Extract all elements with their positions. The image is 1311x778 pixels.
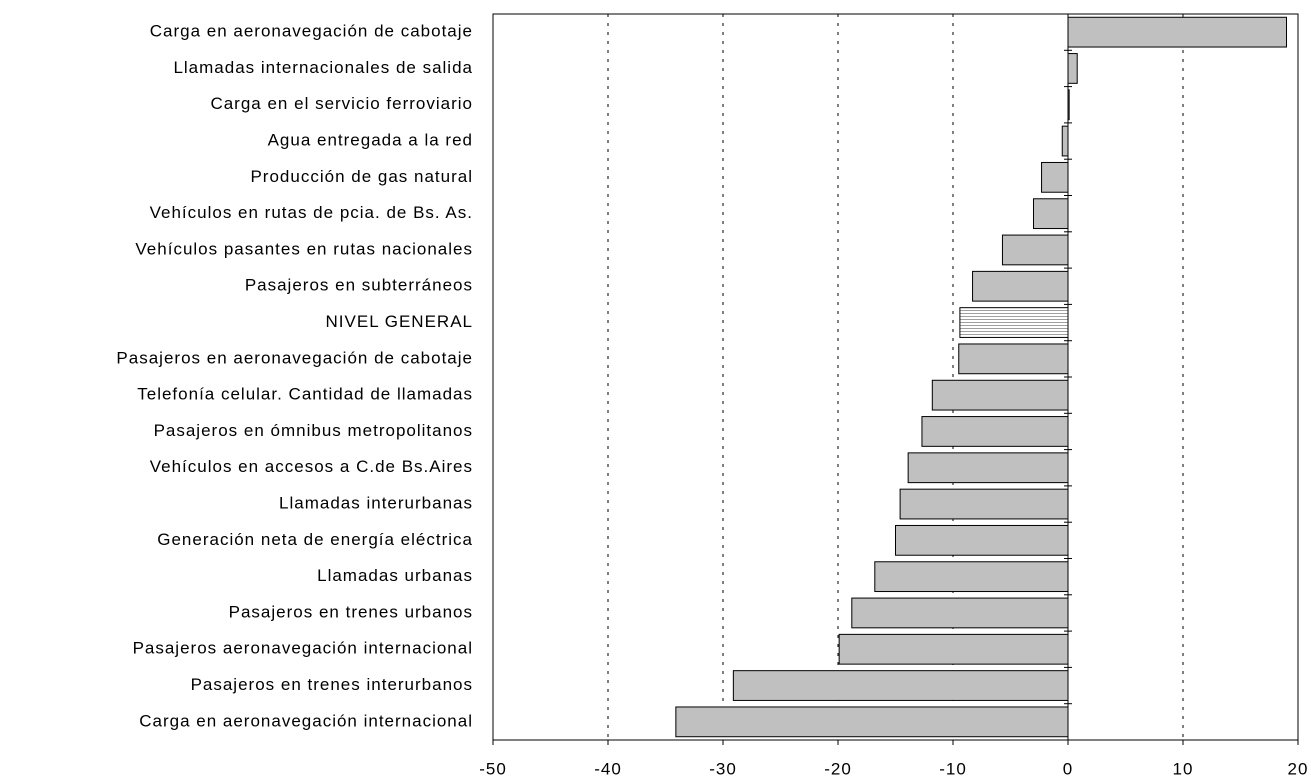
y-tick-label: Carga en el servicio ferroviario <box>210 94 473 113</box>
bar <box>732 670 1069 701</box>
bar <box>1001 234 1069 266</box>
bar <box>675 706 1069 738</box>
x-tick-label: 10 <box>1173 759 1194 778</box>
x-tick-label: -40 <box>594 759 622 778</box>
y-tick-label: Pasajeros aeronavegación internacional <box>133 639 473 658</box>
y-tick-label: Carga en aeronavegación de cabotaje <box>150 22 473 41</box>
y-tick-label: Llamadas internacionales de salida <box>173 58 473 77</box>
bar <box>972 270 1069 302</box>
bar <box>851 597 1069 629</box>
x-tick-label: 20 <box>1288 759 1309 778</box>
y-tick-label: Vehículos en accesos a C.de Bs.Aires <box>150 457 473 476</box>
bar <box>907 452 1069 484</box>
bar <box>895 524 1069 556</box>
y-tick-label: Vehículos pasantes en rutas nacionales <box>135 239 473 258</box>
bar <box>874 561 1069 593</box>
bar <box>1067 16 1287 48</box>
bar <box>899 488 1069 520</box>
bar <box>931 379 1069 411</box>
bar <box>921 416 1069 447</box>
bar <box>1041 161 1069 193</box>
y-tick-label: Pasajeros en trenes interurbanos <box>191 675 473 694</box>
y-tick-label: Producción de gas natural <box>250 167 473 186</box>
bar <box>1033 198 1069 230</box>
bar <box>1061 125 1069 157</box>
y-tick-label: NIVEL GENERAL <box>326 312 473 331</box>
x-tick-label: -30 <box>709 759 737 778</box>
bar <box>958 343 1069 375</box>
y-tick-label: Vehículos en rutas de pcia. de Bs. As. <box>150 203 473 222</box>
x-tick-label: -10 <box>939 759 967 778</box>
y-tick-label: Pasajeros en subterráneos <box>245 276 473 295</box>
y-tick-label: Pasajeros en aeronavegación de cabotaje <box>116 348 473 367</box>
y-tick-label: Agua entregada a la red <box>268 131 473 150</box>
bar <box>1067 53 1078 84</box>
bar <box>838 633 1069 665</box>
y-tick-label: Llamadas urbanas <box>317 566 473 585</box>
y-tick-label: Pasajeros en trenes urbanos <box>229 602 473 621</box>
x-tick-label: 0 <box>1063 759 1073 778</box>
bar <box>959 307 1069 338</box>
y-tick-label: Telefonía celular. Cantidad de llamadas <box>137 385 473 404</box>
y-tick-label: Pasajeros en ómnibus metropolitanos <box>154 421 473 440</box>
x-tick-label: -20 <box>824 759 852 778</box>
y-tick-label: Llamadas interurbanas <box>279 494 473 513</box>
y-tick-label: Generación neta de energía eléctrica <box>157 530 473 549</box>
plot-frame <box>492 13 1299 741</box>
x-tick-label: -50 <box>479 759 507 778</box>
y-tick-label: Carga en aeronavegación internacional <box>139 711 473 730</box>
